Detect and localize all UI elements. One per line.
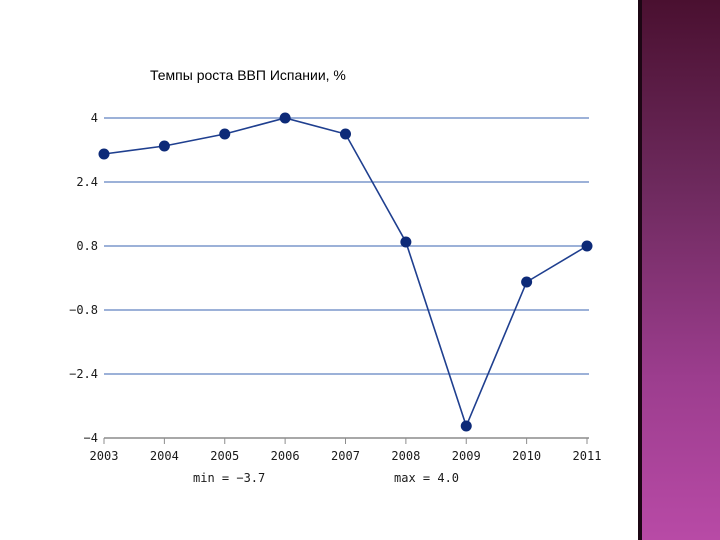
x-tick-label: 2008 (391, 449, 420, 463)
y-tick-label: −0.8 (69, 303, 98, 317)
data-point (158, 140, 170, 152)
x-tick-label: 2003 (90, 449, 119, 463)
x-tick-label: 2005 (210, 449, 239, 463)
y-tick-label: −2.4 (69, 367, 98, 381)
series-line-path (103, 117, 588, 429)
y-tick-label: 4 (91, 111, 98, 125)
y-tick-label: −4 (84, 431, 98, 445)
data-point (219, 128, 231, 140)
x-axis: 2003 2004 2005 2006 2007 2008 2009 2010 2011 (90, 437, 602, 463)
data-point (581, 240, 593, 252)
max-annotation: max = 4.0 (394, 471, 459, 485)
chart-title: Темпы роста ВВП Испании, % (150, 67, 346, 83)
series-line (103, 117, 588, 429)
data-point (521, 276, 533, 288)
data-point (279, 112, 291, 124)
data-point (98, 148, 110, 160)
y-tick-label: 0.8 (76, 239, 98, 253)
x-tick-label: 2007 (331, 449, 360, 463)
x-tick-label: 2011 (573, 449, 602, 463)
data-points (98, 112, 593, 432)
x-tick-label: 2009 (452, 449, 481, 463)
min-annotation: min = −3.7 (193, 471, 265, 485)
side-band-edge (638, 0, 642, 540)
x-tick-label: 2004 (150, 449, 179, 463)
data-point (340, 128, 351, 140)
y-tick-label: 2.4 (76, 175, 98, 189)
x-tick-label: 2006 (271, 449, 300, 463)
y-axis-ticks: 4 2.4 0.8 −0.8 −2.4 −4 (69, 111, 98, 445)
data-point (400, 236, 412, 248)
data-point (460, 420, 472, 432)
x-tick-label: 2010 (512, 449, 541, 463)
grid-lines (104, 117, 589, 375)
decorative-side-band (638, 0, 720, 540)
